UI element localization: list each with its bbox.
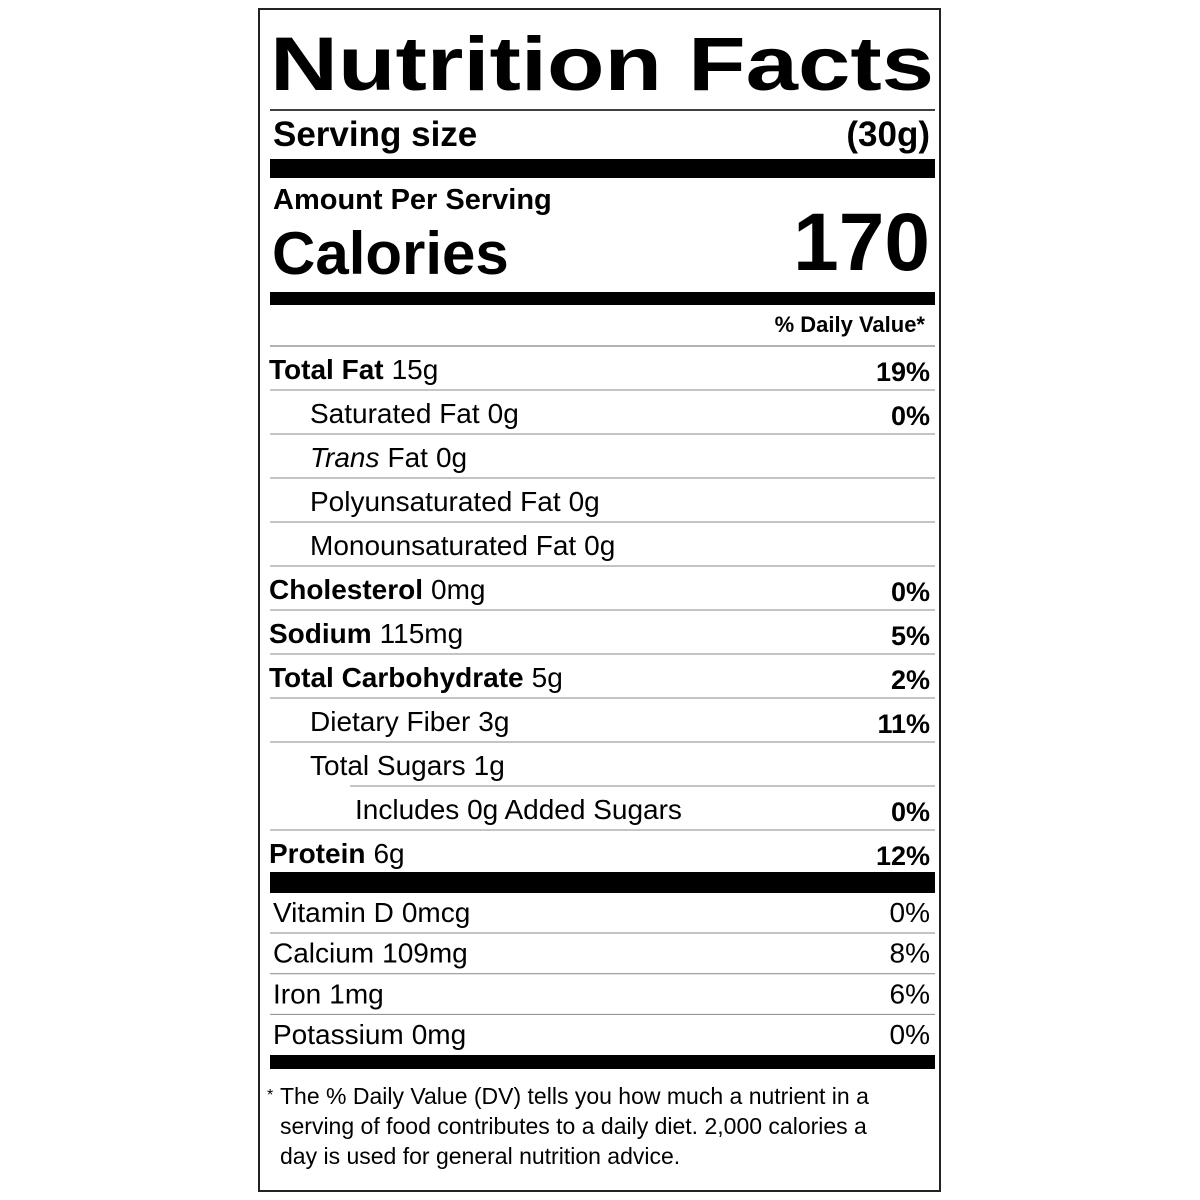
daily-value-header: % Daily Value* (775, 312, 926, 337)
nutrient-row: Dietary Fiber 3g (310, 706, 509, 737)
vitamin-row: Potassium 0mg (273, 1019, 466, 1050)
vitamin-row: Iron 1mg (273, 978, 384, 1009)
footnote-line: serving of food contributes to a daily d… (280, 1113, 867, 1139)
nutrient-amount: 0g (488, 398, 519, 429)
nutrient-dv: 0% (891, 797, 930, 827)
thick-bar (270, 292, 935, 305)
calories-value: 170 (793, 197, 930, 288)
vitamin-row: Calcium 109mg (273, 938, 468, 969)
nutrient-name: Total Sugars (310, 750, 466, 781)
nutrient-dv: 0% (891, 577, 930, 607)
nutrient-row: Sodium 115mg (269, 618, 463, 649)
nutrient-row: Polyunsaturated Fat 0g (310, 486, 600, 517)
nutrient-amount: 0g (584, 530, 615, 561)
serving-size-value: (30g) (846, 115, 930, 154)
nutrient-name: Dietary Fiber (310, 706, 470, 737)
nutrient-row: Total Sugars 1g (310, 750, 505, 781)
nutrient-dv: 19% (876, 357, 930, 387)
label-border (258, 8, 941, 1192)
nutrient-amount: 15g (392, 354, 439, 385)
vitamin-amount: 109mg (382, 938, 468, 969)
nutrient-amount: 0g (436, 442, 467, 473)
nutrient-row: Total Carbohydrate 5g (269, 662, 563, 693)
nutrient-row: Includes 0g Added Sugars (355, 794, 682, 825)
calories-label: Calories (272, 220, 509, 287)
vitamin-name: Potassium (273, 1019, 404, 1050)
vitamin-amount: 1mg (329, 978, 383, 1009)
nutrient-name: Protein (269, 838, 365, 869)
nutrient-dv: 0% (891, 401, 930, 431)
nutrient-name: Polyunsaturated Fat (310, 486, 561, 517)
nutrient-name: Total Carbohydrate (269, 662, 524, 693)
vitamin-amount: 0mcg (402, 897, 470, 928)
nutrient-amount: 5g (532, 662, 563, 693)
amount-per-serving: Amount Per Serving (273, 184, 552, 216)
nutrient-amount: 0mg (431, 574, 485, 605)
nutrient-name: Sodium (269, 618, 372, 649)
nutrient-row: Total Fat 15g (269, 354, 438, 385)
nutrient-row: Saturated Fat 0g (310, 398, 519, 429)
nutrient-amount: 0g (569, 486, 600, 517)
title: Nutrition Facts (270, 22, 934, 107)
footnote-asterisk: * (267, 1087, 273, 1104)
nutrient-row: Protein 6g (269, 838, 405, 869)
nutrient-amount: 6g (373, 838, 404, 869)
vitamin-row: Vitamin D 0mcg (273, 897, 470, 928)
vitamin-name: Iron (273, 978, 321, 1009)
thick-bar (270, 872, 935, 893)
nutrient-name: Saturated Fat (310, 398, 480, 429)
footnote-line: The % Daily Value (DV) tells you how muc… (280, 1083, 869, 1109)
nutrient-dv: 12% (876, 841, 930, 871)
nutrient-name-italic: Trans (310, 442, 380, 473)
nutrient-amount: 115mg (380, 618, 464, 649)
vitamin-dv: 6% (890, 978, 930, 1009)
nutrient-amount: 3g (478, 706, 509, 737)
nutrient-dv: 2% (891, 665, 930, 695)
nutrient-row: Monounsaturated Fat 0g (310, 530, 615, 561)
nutrient-dv: 5% (891, 621, 930, 651)
serving-size-label: Serving size (273, 115, 477, 154)
nutrient-dv: 11% (877, 709, 930, 739)
nutrient-row: Cholesterol 0mg (269, 574, 486, 605)
vitamin-name: Calcium (273, 938, 374, 969)
thick-bar (270, 1055, 935, 1069)
thick-bar (270, 159, 935, 178)
vitamin-dv: 0% (890, 897, 930, 928)
nutrient-amount: 1g (474, 750, 505, 781)
nutrient-name: Total Fat (269, 354, 384, 385)
vitamin-amount: 0mg (412, 1019, 466, 1050)
nutrient-name: Cholesterol (269, 574, 423, 605)
nutrient-row: Trans Fat 0g (310, 442, 467, 473)
vitamin-name: Vitamin D (273, 897, 394, 928)
nutrient-name: Includes 0g Added Sugars (355, 794, 682, 825)
vitamin-dv: 8% (890, 938, 930, 969)
nutrient-name: Fat (388, 442, 429, 473)
nutrient-name: Monounsaturated Fat (310, 530, 576, 561)
vitamin-dv: 0% (890, 1019, 930, 1050)
footnote-line: day is used for general nutrition advice… (280, 1143, 680, 1169)
